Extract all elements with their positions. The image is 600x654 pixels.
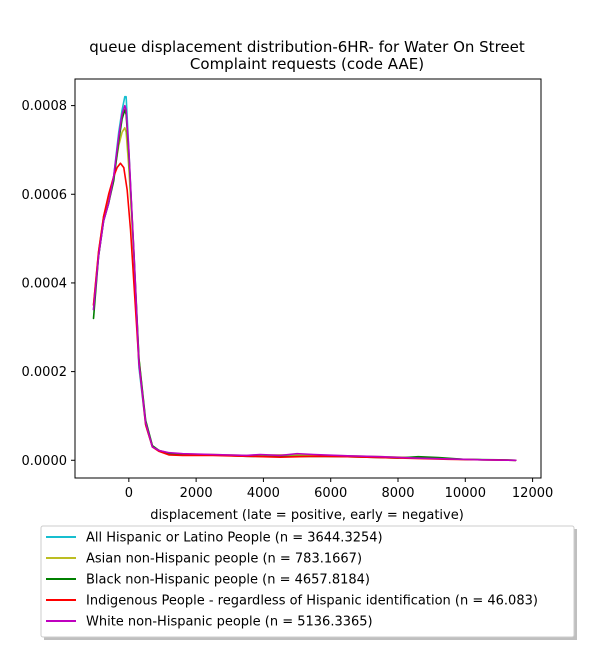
legend: All Hispanic or Latino People (n = 3644.…: [40, 525, 577, 640]
legend-label-1: All Hispanic or Latino People (n = 3644.…: [86, 531, 383, 546]
series-line-4: [92, 162, 517, 462]
x-tick-label: 0: [125, 486, 133, 501]
y-tick-label: 0.0006: [22, 188, 68, 203]
legend-label-4: Indigenous People - regardless of Hispan…: [86, 594, 538, 609]
x-tick-label: 8000: [381, 486, 414, 501]
plot-area: 0 2000 4000 6000 8000 10000 12000 0.0000 0.0002 0…: [22, 78, 553, 501]
series-line-3: [92, 109, 517, 462]
x-tick-label: 4000: [247, 486, 280, 501]
x-tick-label: 10000: [445, 486, 486, 501]
legend-box: [40, 525, 575, 638]
y-tick-label: 0.0000: [22, 454, 68, 469]
series-line-1: [92, 95, 517, 462]
series-line-2: [92, 126, 517, 462]
legend-label-2: Asian non-Hispanic people (n = 783.1667): [86, 552, 362, 567]
x-axis-label: displacement (late = positive, early = n…: [150, 508, 464, 523]
series-lines: [92, 95, 517, 462]
x-tick-label: 12000: [512, 486, 553, 501]
plot-frame: [74, 78, 542, 479]
legend-label-3: Black non-Hispanic people (n = 4657.8184…: [86, 573, 370, 588]
x-tick-label: 2000: [180, 486, 213, 501]
y-tick-label: 0.0004: [22, 276, 68, 291]
legend-label-5: White non-Hispanic people (n = 5136.3365…: [86, 615, 373, 630]
series-line-5: [92, 104, 517, 462]
y-tick-label: 0.0002: [22, 365, 68, 380]
chart-title-line-2: Complaint requests (code AAE): [190, 55, 424, 73]
chart-title-line-1: queue displacement distribution-6HR- for…: [89, 38, 525, 56]
x-tick-label: 6000: [314, 486, 347, 501]
y-tick-label: 0.0008: [22, 99, 68, 114]
